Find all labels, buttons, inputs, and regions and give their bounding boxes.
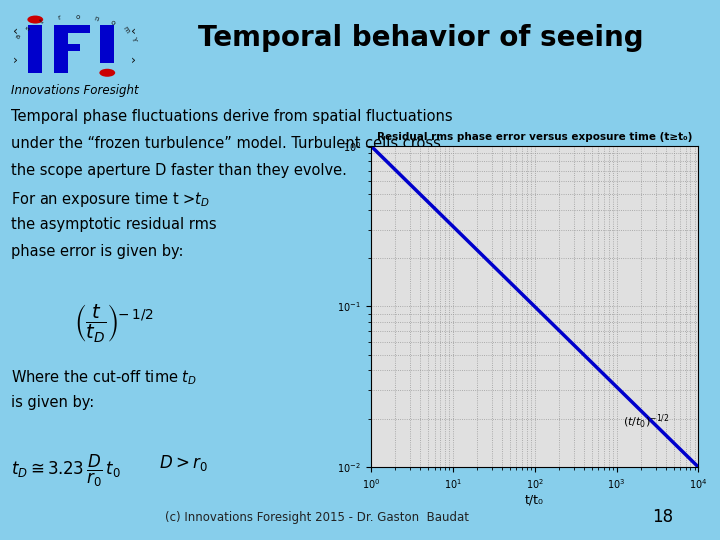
- Text: the scope aperture D faster than they evolve.: the scope aperture D faster than they ev…: [11, 163, 346, 178]
- Bar: [100, 25, 114, 63]
- Text: o: o: [109, 19, 117, 27]
- Text: 18: 18: [652, 508, 673, 526]
- Text: is given by:: is given by:: [11, 395, 94, 410]
- Text: under the “frozen turbulence” model. Turbulent cells cross: under the “frozen turbulence” model. Tur…: [11, 136, 441, 151]
- Text: m: m: [122, 26, 130, 35]
- Circle shape: [99, 69, 115, 77]
- Text: ›: ›: [13, 54, 17, 67]
- Text: $D > r_0$: $D > r_0$: [159, 453, 207, 473]
- Text: Where the cut-off time $t_D$: Where the cut-off time $t_D$: [11, 368, 197, 387]
- Text: phase error is given by:: phase error is given by:: [11, 244, 184, 259]
- Text: ‹: ‹: [13, 25, 17, 38]
- Text: n: n: [93, 15, 99, 22]
- Text: ‹: ‹: [131, 25, 135, 38]
- Bar: [54, 44, 80, 51]
- X-axis label: t/t₀: t/t₀: [525, 494, 544, 507]
- Circle shape: [27, 16, 43, 24]
- Text: $\left(\dfrac{t}{t_D}\right)^{\!\!-1/2}$: $\left(\dfrac{t}{t_D}\right)^{\!\!-1/2}$: [74, 302, 154, 344]
- Text: s: s: [24, 25, 32, 32]
- Text: Y: Y: [130, 36, 138, 42]
- Text: For an exposure time t >$t_D$: For an exposure time t >$t_D$: [11, 190, 210, 209]
- Text: a: a: [15, 34, 22, 40]
- Text: (c) Innovations Foresight 2015 - Dr. Gaston  Baudat: (c) Innovations Foresight 2015 - Dr. Gas…: [165, 510, 469, 524]
- Text: Innovations Foresight: Innovations Foresight: [11, 84, 138, 97]
- Bar: [28, 25, 42, 73]
- Text: t: t: [39, 18, 45, 25]
- Bar: [54, 25, 90, 32]
- Text: Temporal behavior of seeing: Temporal behavior of seeing: [197, 24, 643, 52]
- Text: o: o: [76, 14, 80, 20]
- Text: $(t/t_0)^{-1/2}$: $(t/t_0)^{-1/2}$: [623, 413, 670, 431]
- Text: the asymptotic residual rms: the asymptotic residual rms: [11, 217, 217, 232]
- Title: Residual rms phase error versus exposure time (t≥t₀): Residual rms phase error versus exposure…: [377, 132, 693, 142]
- Text: $t_D \cong 3.23\,\dfrac{D}{r_0}\,t_0$: $t_D \cong 3.23\,\dfrac{D}{r_0}\,t_0$: [11, 453, 121, 489]
- Text: r: r: [57, 15, 61, 21]
- Bar: [54, 25, 68, 73]
- Text: ›: ›: [131, 54, 135, 67]
- Text: Temporal phase fluctuations derive from spatial fluctuations: Temporal phase fluctuations derive from …: [11, 109, 452, 124]
